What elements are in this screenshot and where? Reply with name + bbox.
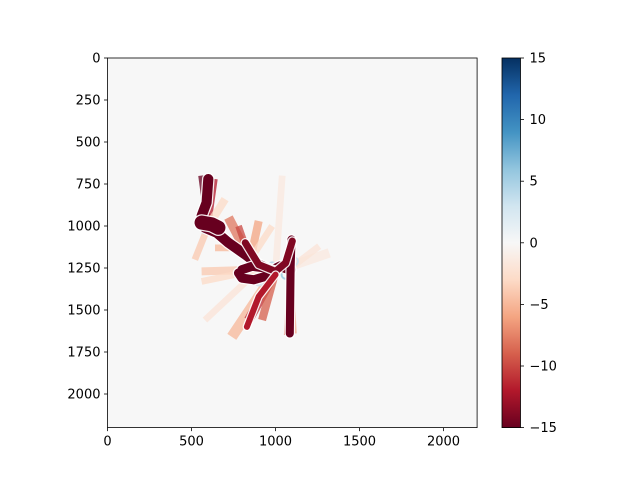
colorbar-tick-label-4: −5: [530, 298, 549, 313]
plot-area: [107, 57, 478, 429]
heatmap-ray-14: [272, 175, 286, 272]
y-tick-label-2: 500: [76, 136, 101, 151]
y-axis: 0 250 500 750 1000 1250 1500 1750 2000: [67, 52, 108, 403]
colorbar: 15 10 5 0 −5 −10 −15: [501, 52, 557, 436]
colorbar-tick-label-1: 10: [530, 113, 547, 128]
colorbar-tick-label-6: −15: [530, 421, 557, 436]
colorbar-tick-label-3: 0: [530, 236, 538, 251]
colorbar-tick-label-2: 5: [530, 175, 538, 190]
y-tick-label-8: 2000: [67, 388, 100, 403]
y-tick-label-6: 1500: [67, 304, 100, 319]
heatmap-marks: [191, 172, 331, 340]
y-tick-label-4: 1000: [67, 220, 100, 235]
colorbar-tick-label-0: 15: [530, 52, 547, 67]
y-tick-label-5: 1250: [67, 262, 100, 277]
x-tick-label-0: 0: [103, 435, 111, 450]
x-tick-label-2: 1000: [259, 435, 292, 450]
x-axis: 0 500 1000 1500 2000: [103, 427, 460, 450]
y-tick-label-7: 1750: [67, 346, 100, 361]
x-tick-label-3: 1500: [343, 435, 376, 450]
colorbar-tick-label-5: −10: [530, 360, 557, 375]
stroke-blob-left: [194, 215, 226, 235]
y-tick-label-1: 250: [76, 94, 101, 109]
y-tick-label-3: 750: [76, 178, 101, 193]
y-tick-label-0: 0: [92, 52, 100, 67]
x-tick-label-1: 500: [179, 435, 204, 450]
plot-frame: [107, 57, 478, 429]
stroke-fan-low: [243, 271, 279, 330]
x-tick-label-4: 2000: [427, 435, 460, 450]
colorbar-gradient: [502, 58, 521, 428]
colorbar-ticks: 15 10 5 0 −5 −10 −15: [520, 52, 557, 436]
